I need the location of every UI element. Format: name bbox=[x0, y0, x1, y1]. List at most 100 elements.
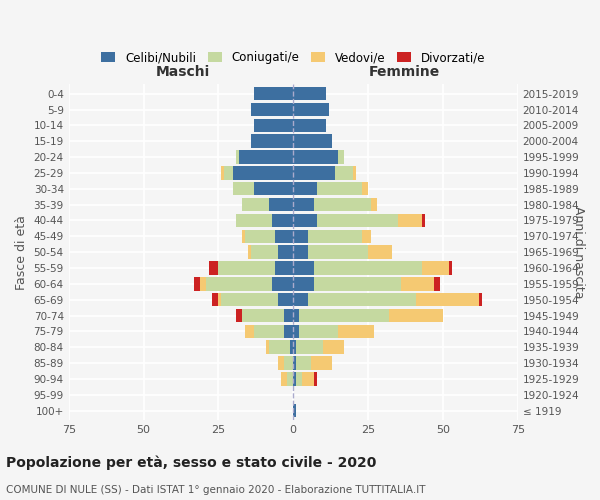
Bar bbox=[314, 198, 371, 211]
Y-axis label: Anni di nascita: Anni di nascita bbox=[572, 206, 585, 298]
Bar bbox=[254, 324, 284, 338]
Bar bbox=[200, 277, 206, 290]
Bar bbox=[194, 277, 200, 290]
Bar bbox=[335, 166, 353, 179]
Bar bbox=[221, 166, 224, 179]
Bar bbox=[293, 118, 326, 132]
Bar bbox=[296, 356, 311, 370]
Bar bbox=[218, 262, 275, 274]
Bar bbox=[293, 87, 326, 101]
Bar bbox=[272, 277, 293, 290]
Bar bbox=[254, 87, 293, 101]
Text: Femmine: Femmine bbox=[368, 66, 440, 80]
Bar bbox=[266, 340, 269, 354]
Bar bbox=[317, 182, 362, 196]
Bar bbox=[251, 103, 293, 116]
Bar bbox=[272, 214, 293, 227]
Bar bbox=[251, 134, 293, 148]
Bar bbox=[308, 293, 416, 306]
Bar bbox=[398, 214, 422, 227]
Text: Popolazione per età, sesso e stato civile - 2020: Popolazione per età, sesso e stato civil… bbox=[6, 456, 376, 470]
Bar bbox=[479, 293, 482, 306]
Bar bbox=[275, 230, 293, 243]
Bar bbox=[278, 293, 293, 306]
Bar bbox=[236, 309, 242, 322]
Bar bbox=[284, 324, 293, 338]
Bar bbox=[389, 309, 443, 322]
Bar bbox=[236, 214, 272, 227]
Bar bbox=[293, 134, 332, 148]
Bar bbox=[242, 198, 269, 211]
Bar bbox=[221, 293, 278, 306]
Bar bbox=[293, 293, 308, 306]
Bar bbox=[245, 324, 254, 338]
Bar bbox=[299, 309, 389, 322]
Bar bbox=[287, 372, 293, 386]
Bar bbox=[434, 277, 440, 290]
Bar bbox=[242, 309, 284, 322]
Bar bbox=[296, 372, 302, 386]
Bar bbox=[308, 246, 368, 259]
Bar bbox=[293, 182, 317, 196]
Text: Maschi: Maschi bbox=[155, 66, 209, 80]
Bar bbox=[242, 230, 245, 243]
Bar bbox=[401, 277, 434, 290]
Bar bbox=[314, 262, 422, 274]
Bar bbox=[293, 356, 296, 370]
Legend: Celibi/Nubili, Coniugati/e, Vedovi/e, Divorzati/e: Celibi/Nubili, Coniugati/e, Vedovi/e, Di… bbox=[97, 46, 490, 69]
Bar bbox=[362, 182, 368, 196]
Bar bbox=[224, 166, 233, 179]
Bar bbox=[293, 404, 296, 417]
Bar bbox=[290, 340, 293, 354]
Bar bbox=[338, 324, 374, 338]
Bar bbox=[308, 230, 362, 243]
Bar bbox=[293, 309, 299, 322]
Bar bbox=[293, 340, 296, 354]
Text: COMUNE DI NULE (SS) - Dati ISTAT 1° gennaio 2020 - Elaborazione TUTTITALIA.IT: COMUNE DI NULE (SS) - Dati ISTAT 1° genn… bbox=[6, 485, 425, 495]
Bar bbox=[269, 198, 293, 211]
Bar bbox=[293, 262, 314, 274]
Bar bbox=[251, 246, 278, 259]
Bar bbox=[302, 372, 314, 386]
Bar bbox=[293, 198, 314, 211]
Bar bbox=[284, 309, 293, 322]
Bar bbox=[254, 182, 293, 196]
Bar bbox=[212, 293, 218, 306]
Bar bbox=[449, 262, 452, 274]
Bar bbox=[281, 372, 287, 386]
Bar bbox=[293, 372, 296, 386]
Bar bbox=[299, 324, 338, 338]
Bar bbox=[353, 166, 356, 179]
Bar bbox=[416, 293, 479, 306]
Bar bbox=[284, 356, 293, 370]
Bar bbox=[368, 246, 392, 259]
Bar bbox=[293, 166, 335, 179]
Bar bbox=[254, 118, 293, 132]
Bar bbox=[317, 214, 398, 227]
Bar bbox=[293, 150, 338, 164]
Bar bbox=[269, 340, 290, 354]
Bar bbox=[278, 356, 284, 370]
Bar bbox=[293, 324, 299, 338]
Bar bbox=[236, 150, 239, 164]
Bar bbox=[209, 262, 218, 274]
Bar bbox=[218, 293, 221, 306]
Bar bbox=[422, 262, 449, 274]
Bar bbox=[248, 246, 251, 259]
Bar bbox=[293, 214, 317, 227]
Bar bbox=[323, 340, 344, 354]
Bar bbox=[293, 246, 308, 259]
Bar bbox=[245, 230, 275, 243]
Bar bbox=[314, 277, 401, 290]
Bar bbox=[233, 166, 293, 179]
Bar bbox=[314, 372, 317, 386]
Bar bbox=[275, 262, 293, 274]
Bar bbox=[239, 150, 293, 164]
Y-axis label: Fasce di età: Fasce di età bbox=[15, 214, 28, 290]
Bar bbox=[371, 198, 377, 211]
Bar bbox=[362, 230, 371, 243]
Bar bbox=[311, 356, 332, 370]
Bar bbox=[278, 246, 293, 259]
Bar bbox=[293, 230, 308, 243]
Bar bbox=[422, 214, 425, 227]
